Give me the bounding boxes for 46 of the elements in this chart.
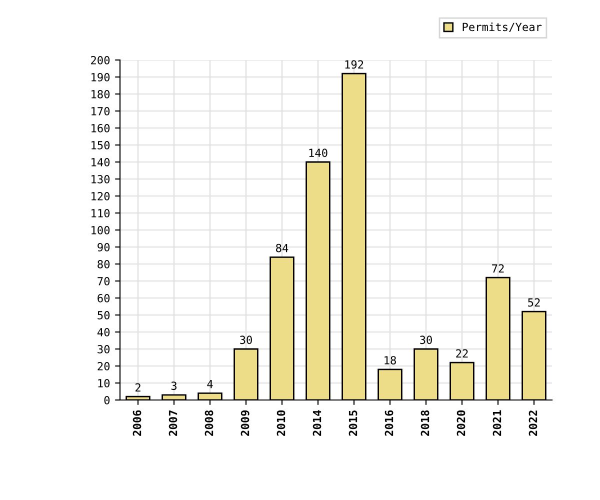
y-tick-label: 180 — [92, 90, 110, 98]
y-tick-label: 90 — [98, 243, 110, 252]
data-label: 18 — [384, 356, 396, 364]
x-tick-label: 2009 — [240, 410, 250, 436]
x-tick-label: 2006 — [132, 410, 142, 436]
y-tick-label: 190 — [92, 73, 110, 82]
y-tick-label: 130 — [92, 175, 110, 184]
x-tick-label: 2007 — [168, 410, 178, 436]
data-label: 3 — [171, 382, 177, 390]
x-tick-label: 2016 — [384, 410, 394, 436]
y-tick-label: 40 — [97, 328, 110, 336]
x-tick-label: 2008 — [204, 410, 214, 436]
data-label: 72 — [492, 264, 504, 273]
data-label: 52 — [528, 298, 540, 307]
y-tick-label: 140 — [92, 158, 110, 166]
y-tick-label: 120 — [92, 192, 110, 200]
x-tick-label: 2022 — [528, 410, 538, 436]
x-tick-label: 2015 — [348, 410, 358, 436]
y-tick-label: 150 — [92, 141, 110, 150]
legend-label: Permits/Year — [462, 22, 542, 32]
data-label: 84 — [276, 244, 288, 252]
x-tick-label: 2014 — [312, 410, 322, 436]
y-tick-label: 60 — [98, 294, 110, 302]
y-tick-label: 160 — [92, 124, 110, 132]
y-tick-label: 30 — [98, 345, 110, 354]
y-tick-label: 100 — [92, 226, 110, 234]
y-tick-label: 70 — [98, 277, 110, 286]
data-label: 2 — [135, 383, 140, 392]
y-tick-label: 50 — [98, 311, 110, 320]
x-tick-label: 2010 — [276, 410, 286, 436]
y-tick-label: 170 — [92, 107, 110, 116]
x-tick-label: 2021 — [492, 410, 502, 436]
x-tick-label: 2018 — [420, 410, 430, 436]
y-tick-label: 110 — [92, 209, 110, 218]
data-label: 4 — [207, 380, 213, 388]
y-tick-label: 80 — [98, 260, 110, 268]
x-tick-label: 2020 — [456, 410, 466, 436]
y-tick-label: 0 — [104, 396, 110, 404]
data-label: 140 — [309, 148, 328, 158]
y-tick-label: 20 — [98, 362, 110, 370]
y-tick-label: 10 — [98, 379, 110, 388]
data-label: 22 — [456, 349, 468, 358]
data-label: 30 — [420, 336, 432, 344]
data-label: 30 — [240, 336, 252, 344]
y-tick-label: 200 — [91, 56, 110, 64]
data-label: 192 — [345, 60, 364, 69]
